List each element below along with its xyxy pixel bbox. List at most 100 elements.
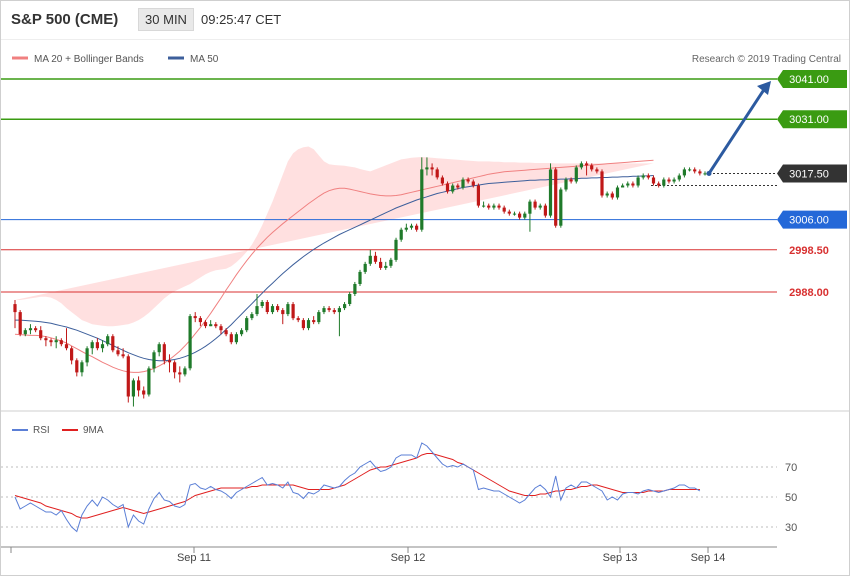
candle-body <box>322 308 326 313</box>
candle-body <box>276 306 280 311</box>
chart-header: S&P 500 (CME) 30 MIN 09:25:47 CET <box>1 1 849 39</box>
candle <box>657 181 661 188</box>
level-label: 3041.00 <box>789 74 829 86</box>
candle-body <box>523 213 527 218</box>
candle-body <box>677 175 681 180</box>
candle <box>54 336 58 349</box>
candle <box>23 328 27 337</box>
candle-body <box>162 344 166 361</box>
candle-body <box>203 322 208 327</box>
candle-body <box>116 350 120 355</box>
candle <box>198 316 202 327</box>
candle <box>667 177 671 184</box>
x-tick-label: Sep 11 <box>177 552 211 564</box>
candle <box>157 342 161 357</box>
candle-body <box>193 316 197 319</box>
candle <box>693 167 697 174</box>
candle <box>34 326 38 333</box>
candle-body <box>286 304 290 315</box>
candle-body <box>219 326 223 331</box>
candle-body <box>636 177 640 186</box>
candle <box>379 257 383 270</box>
candle-body <box>167 360 172 363</box>
candle-body <box>662 179 666 186</box>
candle-body <box>234 334 238 343</box>
candle <box>64 328 69 351</box>
candle-body <box>44 338 48 341</box>
candle-body <box>198 318 202 323</box>
candle <box>270 304 275 315</box>
candle-body <box>435 169 439 178</box>
level-label: 3006.00 <box>789 215 829 227</box>
rsi-line <box>14 442 701 533</box>
candle-body <box>394 239 398 260</box>
candle <box>482 201 486 208</box>
candle-body <box>270 306 275 313</box>
candle-body <box>59 340 63 345</box>
x-tick-label: Sep 13 <box>603 552 638 564</box>
candle <box>564 177 568 192</box>
candle <box>585 161 589 176</box>
candle-body <box>585 163 589 166</box>
candle-body <box>368 255 372 264</box>
candle <box>90 340 94 355</box>
candle-body <box>512 213 517 215</box>
candle <box>621 183 625 188</box>
candle <box>502 205 506 214</box>
candle <box>317 310 321 325</box>
candle <box>523 211 527 220</box>
level-labels: 3041.00 3031.00 3017.50 3006.00 2998.50 2988.… <box>777 70 847 299</box>
candle <box>615 185 620 200</box>
candle-body <box>306 320 311 329</box>
candle <box>497 203 501 210</box>
candle <box>595 167 599 174</box>
candle <box>662 177 666 188</box>
x-tick-label: Sep 12 <box>391 552 426 564</box>
candle <box>167 354 172 373</box>
candle <box>337 306 341 337</box>
candle <box>100 340 105 353</box>
ma20-legend-label: MA 20 + Bollinger Bands <box>34 54 144 65</box>
candle <box>173 360 177 379</box>
candle <box>131 378 135 407</box>
candle <box>121 348 125 359</box>
moving-averages <box>14 159 654 373</box>
candle <box>605 191 609 198</box>
candle <box>363 261 367 274</box>
candle <box>445 181 450 194</box>
candle <box>698 169 702 176</box>
candle-body <box>559 189 563 226</box>
candle <box>322 306 326 315</box>
candle-body <box>528 201 532 214</box>
timeframe-button[interactable]: 30 MIN <box>138 8 194 31</box>
candle <box>39 326 43 341</box>
candle <box>240 328 244 337</box>
candle <box>219 324 223 335</box>
candle-body <box>574 167 578 182</box>
candle-body <box>296 318 300 321</box>
rsi-ma9-line <box>14 453 700 519</box>
candle <box>425 157 429 176</box>
ma9-legend-label: 9MA <box>83 425 104 436</box>
copyright-text: Research © 2019 Trading Central <box>692 54 841 65</box>
candle <box>579 161 583 170</box>
candle <box>409 223 414 230</box>
candle-body <box>482 205 486 207</box>
level-label: 2998.50 <box>789 245 829 257</box>
candle-body <box>492 205 496 208</box>
candle <box>394 237 398 262</box>
candle <box>538 203 542 210</box>
candle <box>301 318 305 331</box>
candle-body <box>600 171 604 196</box>
price-chart[interactable]: MA 20 + Bollinger Bands MA 50 Research ©… <box>1 39 849 575</box>
candle-body <box>579 163 583 168</box>
candle <box>415 223 419 232</box>
candle <box>18 310 22 337</box>
level-label-box <box>777 110 847 129</box>
candle <box>384 261 388 270</box>
candle <box>49 338 53 347</box>
target-arrow-head <box>757 81 771 96</box>
candle <box>471 179 475 188</box>
candle-body <box>384 265 388 268</box>
